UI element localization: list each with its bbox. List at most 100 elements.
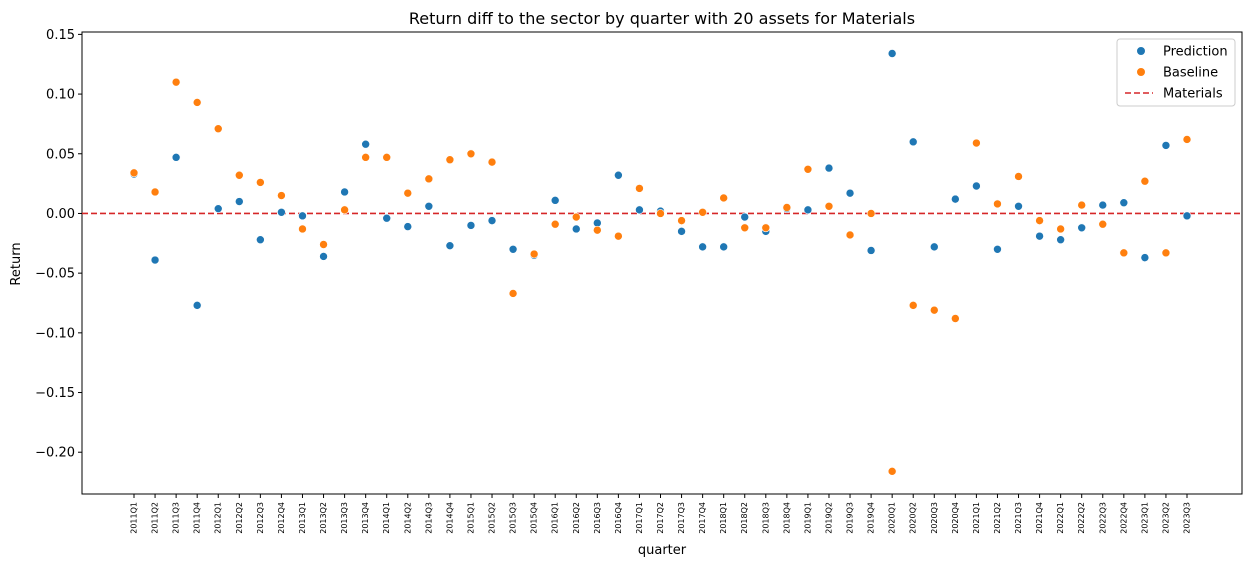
x-tick-label: 2013Q1 [298, 502, 307, 534]
y-tick-label: −0.05 [35, 267, 75, 282]
y-tick-label: 0.00 [46, 207, 75, 222]
baseline-point [1182, 135, 1192, 144]
x-tick-label: 2012Q2 [235, 502, 244, 534]
prediction-point [951, 194, 960, 204]
prediction-point [929, 242, 939, 252]
baseline-point [1035, 216, 1044, 225]
baseline-point [424, 174, 434, 184]
baseline-point [887, 467, 897, 476]
baseline-point [740, 223, 750, 233]
baseline-point [319, 240, 328, 249]
legend-materials-label: Materials [1163, 87, 1223, 102]
baseline-point [445, 155, 455, 165]
x-tick-label: 2022Q4 [1119, 502, 1128, 534]
x-tick-label: 2018Q1 [719, 502, 728, 534]
y-tick-label: 0.05 [46, 147, 75, 162]
prediction-point [171, 153, 181, 162]
baseline-point [866, 209, 876, 218]
prediction-point [908, 137, 918, 147]
y-tick-label: −0.20 [35, 446, 75, 461]
prediction-point [571, 224, 581, 234]
x-tick-label: 2015Q3 [509, 502, 518, 534]
x-tick-label: 2012Q3 [256, 502, 265, 534]
baseline-point [593, 225, 602, 235]
prediction-point [424, 201, 434, 211]
legend-prediction-label: Prediction [1163, 45, 1228, 60]
prediction-point [740, 212, 750, 222]
x-tick-label: 2016Q1 [551, 502, 560, 534]
baseline-point [824, 201, 834, 211]
baseline-point [929, 305, 939, 315]
x-tick-label: 2022Q1 [1056, 502, 1065, 534]
prediction-point [1056, 235, 1065, 245]
baseline-point [803, 164, 813, 174]
x-tick-label: 2017Q4 [698, 502, 707, 534]
prediction-point [1035, 231, 1044, 241]
prediction-point [361, 139, 370, 149]
baseline-point [256, 178, 265, 187]
x-tick-label: 2021Q1 [972, 502, 981, 534]
baseline-point [1119, 248, 1129, 258]
prediction-point [256, 235, 265, 245]
x-tick-label: 2022Q3 [1098, 502, 1107, 534]
x-tick-label: 2019Q2 [824, 502, 833, 534]
x-tick-label: 2011Q4 [193, 502, 202, 534]
baseline-point [972, 138, 981, 148]
legend-baseline-marker [1137, 68, 1145, 76]
prediction-point [192, 301, 202, 310]
x-axis-label: quarter [638, 543, 687, 558]
legend-baseline-label: Baseline [1163, 66, 1218, 81]
prediction-point [213, 204, 223, 213]
baseline-point [951, 314, 960, 323]
x-tick-label: 2020Q3 [930, 502, 939, 534]
plot-area: −0.20 −0.15 −0.10 −0.05 0.00 0.05 0.10 0.15 2011… [35, 28, 1243, 534]
prediction-point [403, 222, 413, 231]
x-tick-label: 2012Q1 [214, 502, 223, 534]
baseline-point [508, 289, 518, 298]
baseline-point [1140, 176, 1150, 186]
prediction-point [319, 252, 328, 261]
x-tick-label: 2013Q4 [361, 502, 370, 534]
x-tick-label: 2011Q3 [172, 502, 181, 534]
y-tick-label: 0.15 [46, 28, 75, 43]
baseline-point [361, 153, 370, 162]
y-axis-label: Return [9, 242, 24, 285]
baseline-point [150, 187, 160, 197]
baseline-point [171, 77, 181, 87]
x-tick-label: 2015Q2 [488, 502, 497, 534]
x-tick-label: 2014Q2 [403, 502, 412, 534]
x-tick-label: 2014Q3 [424, 502, 433, 534]
prediction-point [382, 213, 392, 223]
baseline-point [340, 205, 349, 215]
x-tick-label: 2023Q1 [1140, 502, 1149, 534]
x-tick-label: 2011Q2 [151, 502, 160, 534]
chart-title: Return diff to the sector by quarter wit… [409, 9, 915, 28]
prediction-point [150, 255, 160, 265]
x-tick-label: 2019Q3 [846, 502, 855, 534]
prediction-point [340, 187, 349, 197]
prediction-point [972, 181, 981, 191]
x-tick-label: 2021Q2 [993, 502, 1002, 534]
baseline-point [761, 223, 771, 233]
prediction-point [1014, 201, 1023, 211]
baseline-point [677, 216, 686, 225]
x-tick-label: 2018Q4 [782, 502, 791, 534]
x-tick-label: 2018Q3 [761, 502, 770, 534]
prediction-point [235, 197, 244, 206]
prediction-point [635, 205, 644, 215]
y-tick-label: −0.10 [35, 326, 75, 341]
baseline-point [213, 124, 223, 133]
prediction-point [677, 227, 686, 236]
baseline-point [403, 188, 413, 198]
prediction-point [298, 211, 307, 221]
baseline-point [993, 199, 1002, 209]
baseline-point [1098, 219, 1108, 229]
prediction-point [1077, 223, 1086, 233]
x-tick-label: 2021Q4 [1035, 502, 1044, 534]
prediction-point [1182, 211, 1192, 221]
x-tick-label: 2017Q1 [635, 502, 644, 534]
baseline-point [908, 301, 918, 310]
x-tick-label: 2018Q2 [740, 502, 749, 534]
y-tick-label: −0.15 [35, 386, 75, 401]
baseline-point [635, 184, 644, 193]
